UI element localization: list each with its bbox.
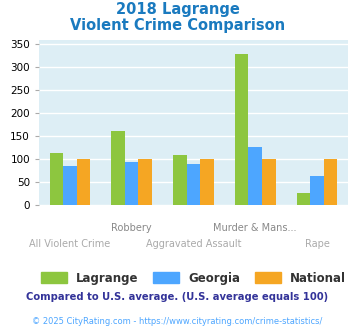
Text: Compared to U.S. average. (U.S. average equals 100): Compared to U.S. average. (U.S. average … bbox=[26, 292, 329, 302]
Bar bbox=[173, 155, 187, 205]
Bar bbox=[77, 159, 90, 205]
Bar bbox=[111, 131, 125, 205]
Text: Robbery: Robbery bbox=[111, 223, 152, 233]
Bar bbox=[262, 159, 275, 205]
Text: © 2025 CityRating.com - https://www.cityrating.com/crime-statistics/: © 2025 CityRating.com - https://www.city… bbox=[32, 317, 323, 326]
Text: Murder & Mans...: Murder & Mans... bbox=[213, 223, 297, 233]
Text: 2018 Lagrange: 2018 Lagrange bbox=[116, 2, 239, 16]
Bar bbox=[138, 159, 152, 205]
Text: Rape: Rape bbox=[305, 239, 329, 249]
Bar bbox=[200, 159, 214, 205]
Text: All Violent Crime: All Violent Crime bbox=[29, 239, 110, 249]
Bar bbox=[324, 159, 337, 205]
Bar bbox=[297, 193, 310, 205]
Bar bbox=[235, 54, 248, 205]
Bar bbox=[187, 164, 200, 205]
Bar bbox=[310, 176, 324, 205]
Bar bbox=[50, 153, 63, 205]
Text: Violent Crime Comparison: Violent Crime Comparison bbox=[70, 18, 285, 33]
Text: Aggravated Assault: Aggravated Assault bbox=[146, 239, 241, 249]
Legend: Lagrange, Georgia, National: Lagrange, Georgia, National bbox=[36, 267, 351, 289]
Bar bbox=[125, 162, 138, 205]
Bar bbox=[63, 166, 77, 205]
Bar bbox=[248, 147, 262, 205]
